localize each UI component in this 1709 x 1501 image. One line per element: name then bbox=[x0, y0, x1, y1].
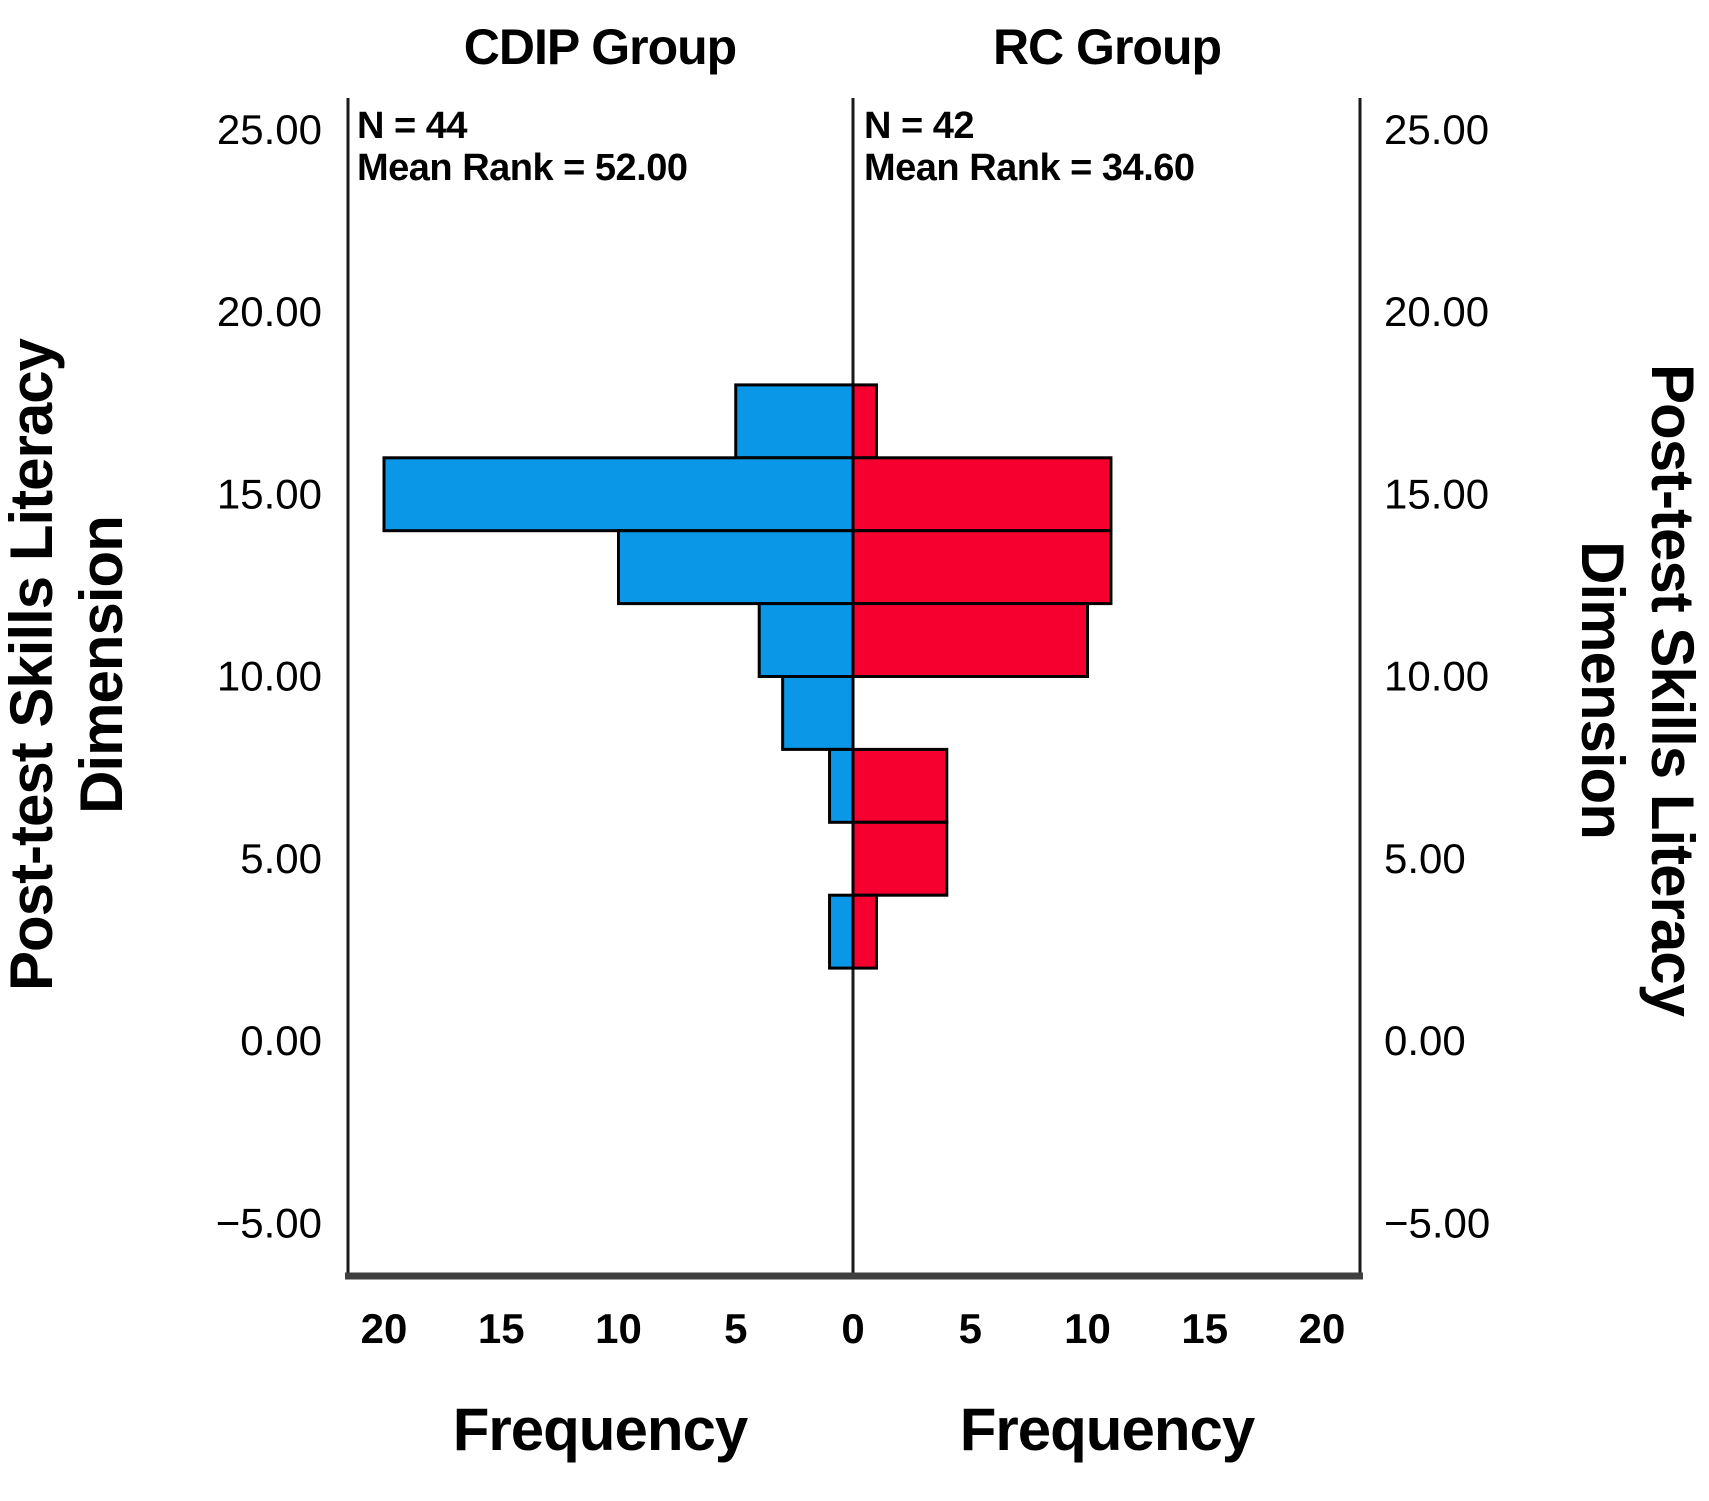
x-tick-left-15: 15 bbox=[478, 1305, 525, 1352]
y-tick-right-−5.00: −5.00 bbox=[1384, 1199, 1490, 1246]
bar-cdip-10-12 bbox=[757, 602, 855, 678]
bar-rc-14-16 bbox=[851, 456, 1113, 533]
bar-cdip-2-4 bbox=[828, 893, 855, 970]
y-tick-left-10.00: 10.00 bbox=[217, 653, 322, 700]
x-tick-right-5: 5 bbox=[959, 1305, 982, 1352]
bar-rc-6-8 bbox=[851, 747, 949, 824]
bar-cdip-8-10 bbox=[781, 675, 855, 751]
left-panel-stats-line-1: N = 44 bbox=[357, 105, 467, 147]
y-tick-right-25.00: 25.00 bbox=[1384, 106, 1489, 153]
x-tick-left-5: 5 bbox=[724, 1305, 747, 1352]
right-ylabel-line-1: Post-test Skills Literacy bbox=[1639, 364, 1706, 1018]
y-tick-right-20.00: 20.00 bbox=[1384, 288, 1489, 335]
y-tick-left-−5.00: −5.00 bbox=[216, 1199, 322, 1246]
left-xlabel-frequency: Frequency bbox=[453, 1396, 749, 1463]
bar-cdip-16-18 bbox=[734, 383, 855, 460]
y-tick-left-5.00: 5.00 bbox=[240, 835, 322, 882]
y-tick-left-20.00: 20.00 bbox=[217, 288, 322, 335]
x-tick-left-10: 10 bbox=[595, 1305, 642, 1352]
bar-cdip-14-16 bbox=[382, 456, 855, 533]
right-ylabel-line-2: Dimension bbox=[1569, 541, 1636, 839]
right-panel-stats-line-2: Mean Rank = 34.60 bbox=[864, 147, 1195, 189]
x-tick-right-10: 10 bbox=[1064, 1305, 1111, 1352]
x-tick-zero: 0 bbox=[841, 1305, 864, 1352]
right-xlabel-frequency: Frequency bbox=[960, 1396, 1256, 1463]
bar-rc-16-18 bbox=[851, 383, 878, 460]
bar-rc-4-6 bbox=[851, 820, 949, 897]
bar-rc-10-12 bbox=[851, 602, 1089, 678]
left-ylabel-line-1: Post-test Skills Literacy bbox=[0, 337, 65, 991]
right-panel-title: RC Group bbox=[993, 19, 1221, 75]
x-tick-right-20: 20 bbox=[1299, 1305, 1346, 1352]
y-tick-right-0.00: 0.00 bbox=[1384, 1017, 1466, 1064]
bar-rc-12-14 bbox=[851, 529, 1113, 606]
y-tick-right-10.00: 10.00 bbox=[1384, 653, 1489, 700]
y-tick-left-25.00: 25.00 bbox=[217, 106, 322, 153]
y-tick-right-15.00: 15.00 bbox=[1384, 470, 1489, 517]
y-tick-left-0.00: 0.00 bbox=[240, 1017, 322, 1064]
left-panel-title: CDIP Group bbox=[464, 19, 736, 75]
x-tick-left-20: 20 bbox=[361, 1305, 408, 1352]
y-tick-right-5.00: 5.00 bbox=[1384, 835, 1466, 882]
left-ylabel-line-2: Dimension bbox=[68, 516, 135, 814]
bar-cdip-6-8 bbox=[828, 747, 855, 824]
bar-rc-2-4 bbox=[851, 893, 878, 970]
bar-cdip-12-14 bbox=[617, 529, 855, 606]
x-tick-right-15: 15 bbox=[1181, 1305, 1228, 1352]
y-tick-left-15.00: 15.00 bbox=[217, 470, 322, 517]
left-panel-stats-line-2: Mean Rank = 52.00 bbox=[357, 147, 688, 189]
right-panel-stats-line-1: N = 42 bbox=[864, 105, 974, 147]
